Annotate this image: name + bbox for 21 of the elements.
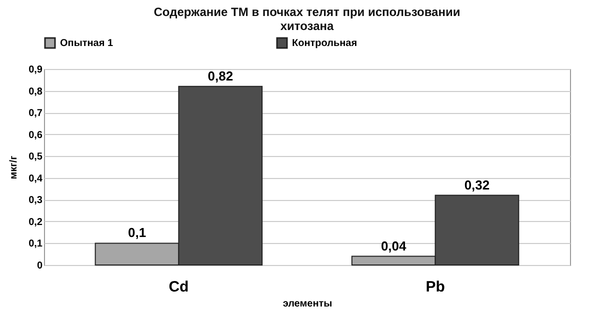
- data-label: 0,1: [128, 225, 146, 240]
- y-tick-label: 0,7: [28, 108, 43, 120]
- y-tick-label: 0,9: [28, 64, 43, 76]
- y-tick-label: 0,4: [28, 173, 43, 184]
- data-label: 0,32: [464, 177, 490, 192]
- y-tick-label: 0: [36, 260, 43, 272]
- y-tick-label: 0,3: [28, 195, 43, 206]
- legend-label: Контрольная: [292, 38, 358, 49]
- legend-label: Опытная 1: [60, 38, 114, 49]
- y-tick-label: 0,1: [28, 238, 43, 250]
- x-tick-label: Cd: [168, 278, 189, 296]
- data-label: 0,82: [208, 68, 234, 84]
- y-tick-label: 0,8: [28, 86, 43, 98]
- y-axis-title: мкг/г: [8, 156, 20, 180]
- y-tick-label: 0,5: [28, 152, 43, 163]
- x-axis-title: элементы: [282, 298, 332, 310]
- y-tick-label: 0,6: [28, 130, 43, 141]
- x-tick-label: Pb: [426, 278, 445, 296]
- y-tick-label: 0,2: [28, 216, 43, 228]
- chart-title: Содержание ТМ в почках телят при использовании хитозана: [154, 5, 460, 33]
- data-label: 0,04: [380, 238, 408, 254]
